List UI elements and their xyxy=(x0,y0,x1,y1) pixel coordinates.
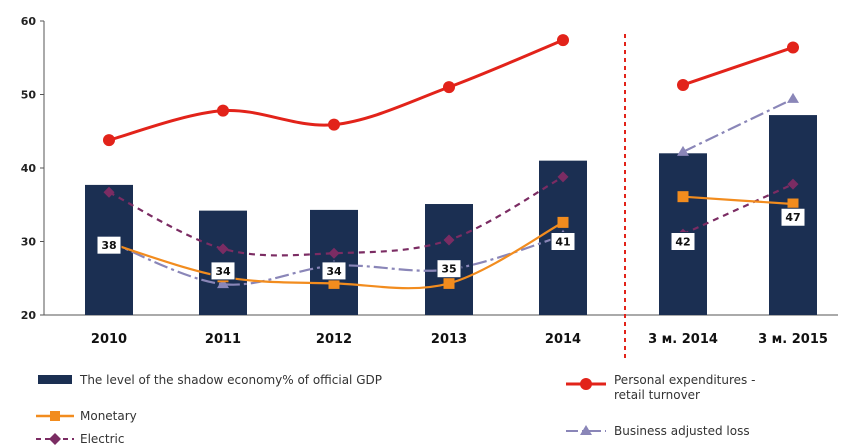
line-business-adjusted-loss xyxy=(682,97,794,153)
data-label: 41 xyxy=(555,236,570,249)
marker-monetary xyxy=(787,198,799,210)
data-label: 34 xyxy=(326,265,342,278)
marker-business-adjusted-loss xyxy=(787,92,799,103)
y-tick-label: 40 xyxy=(21,162,37,175)
data-label: 34 xyxy=(215,265,231,278)
y-tick-label: 30 xyxy=(21,236,37,249)
marker-electric xyxy=(103,186,115,198)
x-tick-label: 2011 xyxy=(205,332,241,347)
legend-label-personal-expenditures-line1: Personal expenditures - xyxy=(614,373,755,387)
data-label: 35 xyxy=(441,263,456,276)
data-label-box xyxy=(96,235,122,255)
legend-marker-monetary xyxy=(50,411,60,421)
marker-business-adjusted-loss xyxy=(217,278,229,289)
marker-personal-expenditures-retail-turnover xyxy=(103,134,115,147)
legend-swatch-shadow-economy xyxy=(38,375,72,384)
legend-label-personal-expenditures-line2: retail turnover xyxy=(614,388,700,402)
data-label-box xyxy=(780,207,806,227)
lines xyxy=(103,34,799,290)
marker-electric xyxy=(443,234,455,246)
marker-electric xyxy=(557,171,569,183)
data-label-box xyxy=(321,261,347,281)
legend-marker-personal-expenditures xyxy=(580,378,592,390)
x-tick-label: 2010 xyxy=(91,332,127,347)
marker-personal-expenditures-retail-turnover xyxy=(677,78,689,91)
data-label-box xyxy=(436,259,462,279)
marker-personal-expenditures-retail-turnover xyxy=(557,34,569,47)
y-tick-label: 60 xyxy=(21,15,37,28)
marker-personal-expenditures-retail-turnover xyxy=(443,81,455,94)
line-electric xyxy=(108,175,564,257)
y-tick-label: 20 xyxy=(21,309,37,322)
marker-electric xyxy=(217,243,229,255)
marker-electric xyxy=(787,178,799,190)
marker-monetary xyxy=(443,277,455,289)
line-personal-expenditures-retail-turnover xyxy=(682,46,794,87)
x-tick-label: 2014 xyxy=(545,332,581,347)
legend-marker-business-adjusted-loss xyxy=(580,425,592,435)
marker-personal-expenditures-retail-turnover xyxy=(217,104,229,117)
legend-marker-electric xyxy=(49,433,61,445)
data-label: 38 xyxy=(101,239,116,252)
legend-label-shadow-economy: The level of the shadow economy% of offi… xyxy=(79,373,382,387)
data-labels: 38 34 34 35 41 42 47 xyxy=(96,207,806,281)
marker-business-adjusted-loss xyxy=(677,145,689,156)
data-label-box xyxy=(210,261,236,281)
marker-monetary xyxy=(328,277,340,289)
data-label: 47 xyxy=(785,211,800,224)
x-tick-label: 2013 xyxy=(431,332,467,347)
marker-electric xyxy=(328,247,340,259)
x-tick-label: 3 м. 2015 xyxy=(758,332,828,347)
y-tick-label: 50 xyxy=(21,89,37,102)
marker-personal-expenditures-retail-turnover xyxy=(787,41,799,54)
legend-label-electric: Electric xyxy=(80,432,124,446)
data-label-box xyxy=(670,232,696,251)
marker-monetary xyxy=(557,216,569,228)
data-label-box xyxy=(550,232,576,251)
legend: The level of the shadow economy% of offi… xyxy=(36,373,755,446)
marker-monetary xyxy=(677,191,689,203)
x-tick-label: 3 м. 2014 xyxy=(648,332,718,347)
line-monetary xyxy=(682,195,794,206)
legend-label-monetary: Monetary xyxy=(80,409,137,423)
x-tick-label: 2012 xyxy=(316,332,352,347)
legend-label-business-adjusted-loss: Business adjusted loss xyxy=(614,424,750,438)
marker-personal-expenditures-retail-turnover xyxy=(328,118,340,131)
data-label: 42 xyxy=(675,236,690,249)
line-electric xyxy=(682,183,794,236)
axes: 20 30 40 50 60 2010 2011 2012 2013 2014 3 м. 2014 3… xyxy=(21,15,838,362)
